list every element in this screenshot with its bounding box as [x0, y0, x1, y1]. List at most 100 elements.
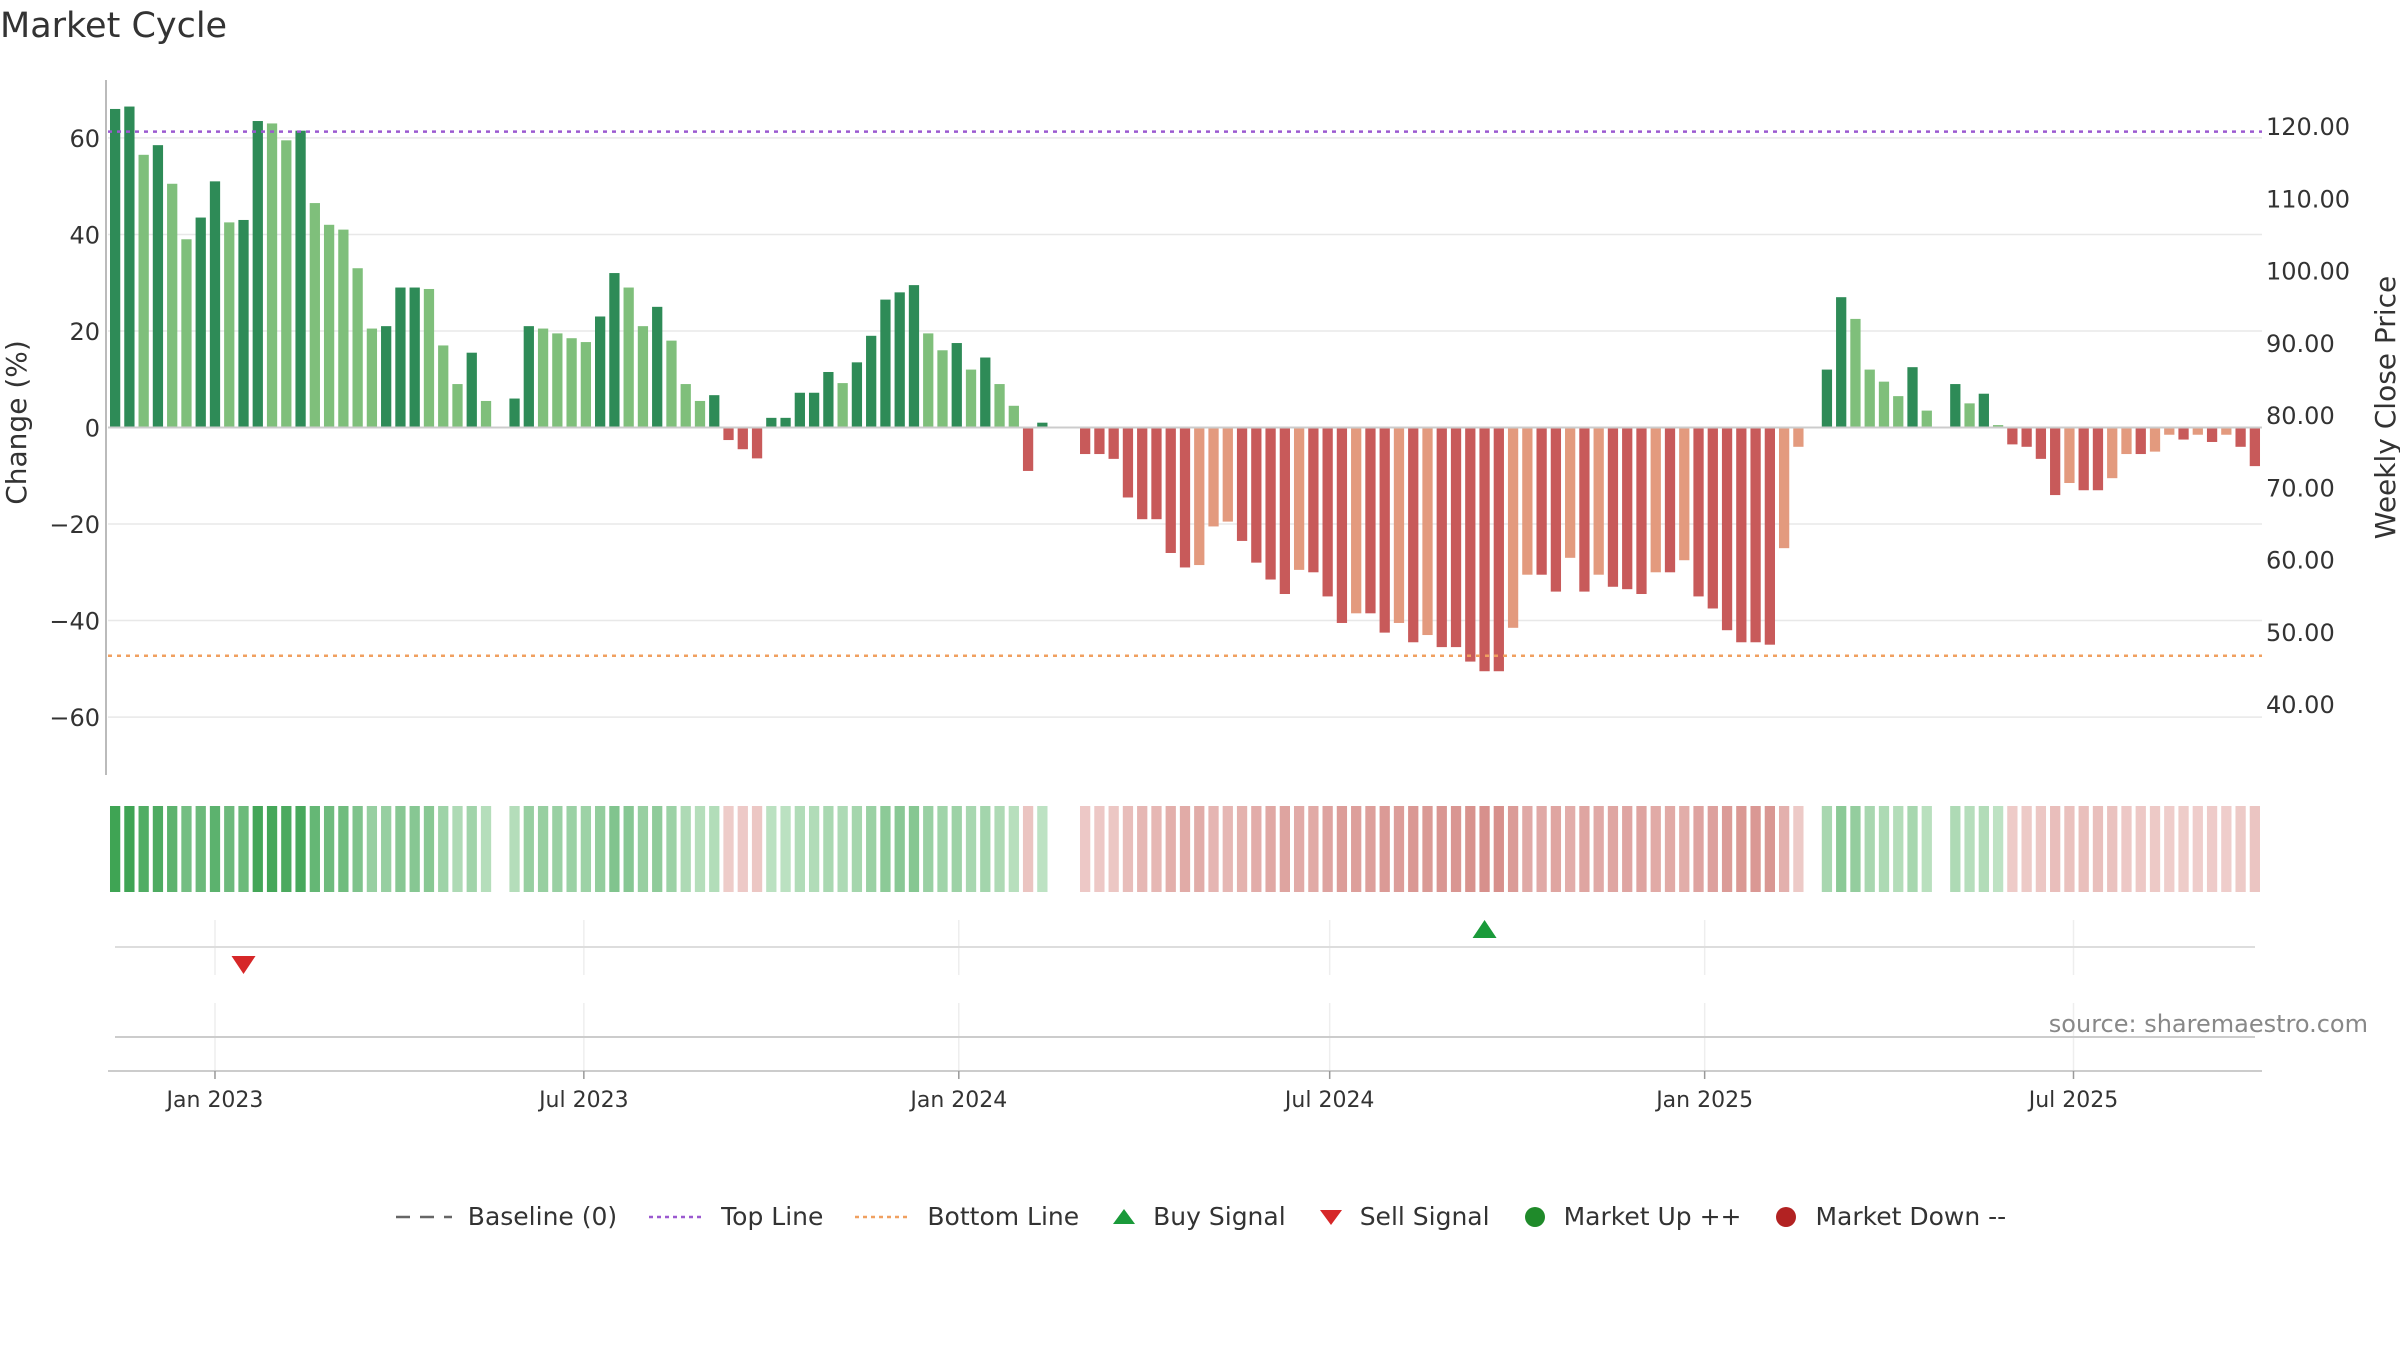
- y-tick-label: 60: [69, 125, 100, 153]
- cycle-strip-cell: [623, 806, 634, 892]
- bar: [1522, 427, 1533, 575]
- cycle-strip-cell: [1408, 806, 1419, 892]
- legend-item: Top Line: [647, 1202, 823, 1231]
- bar: [1436, 427, 1447, 648]
- y2-tick-label: 80.00: [2266, 402, 2335, 430]
- page-title: Market Cycle: [0, 6, 228, 46]
- cycle-strip-cell: [1636, 806, 1647, 892]
- cycle-strip-cell: [2206, 806, 2218, 892]
- bar: [2035, 427, 2047, 459]
- cycle-strip-cell: [2221, 806, 2232, 892]
- legend: Baseline (0) Top Line Bottom Line Buy Signa…: [0, 1202, 2400, 1231]
- bar: [908, 285, 920, 428]
- cycle-strip-cell: [1992, 806, 2004, 892]
- cycle-strip-cell: [1436, 806, 1447, 892]
- cycle-strip-cell: [1693, 806, 1704, 892]
- bar: [780, 417, 791, 428]
- cycle-strip-cell: [1764, 806, 1775, 892]
- cycle-strip-cell: [1080, 806, 1091, 892]
- cycle-strip-cell: [723, 806, 734, 892]
- bar: [1037, 422, 1048, 428]
- y2-tick-label: 100.00: [2266, 258, 2350, 286]
- bar: [1893, 396, 1904, 428]
- cycle-strip-cell: [980, 806, 991, 892]
- bar: [1393, 427, 1405, 623]
- bar: [923, 333, 934, 428]
- cycle-strip-cell: [2035, 806, 2047, 892]
- y2-tick-label: 110.00: [2266, 185, 2350, 213]
- cycle-strip-cell: [1365, 806, 1376, 892]
- legend-label: Sell Signal: [1359, 1202, 1490, 1231]
- bar: [1322, 427, 1333, 597]
- bar: [723, 427, 734, 441]
- legend-item: Buy Signal: [1109, 1202, 1286, 1231]
- bar: [1351, 427, 1362, 614]
- cycle-strip: [109, 806, 2261, 892]
- cycle-strip-cell: [1664, 806, 1676, 892]
- bar: [1493, 427, 1504, 672]
- y-tick-label: −40: [49, 608, 100, 636]
- bar: [652, 306, 663, 428]
- bar: [1408, 427, 1419, 643]
- cycle-strip-cell: [580, 806, 592, 892]
- cycle-strip-cell: [1536, 806, 1547, 892]
- cycle-strip-cell: [965, 806, 977, 892]
- bar: [1222, 427, 1233, 522]
- cycle-strip-cell: [808, 806, 820, 892]
- bar: [1679, 427, 1690, 561]
- bar: [2178, 427, 2189, 440]
- cycle-strip-cell: [780, 806, 791, 892]
- bar: [1122, 427, 1134, 498]
- cycle-strip-cell: [295, 806, 306, 892]
- bar: [1864, 369, 1875, 428]
- bar: [2221, 427, 2232, 435]
- bar: [381, 326, 392, 428]
- bar: [252, 121, 263, 428]
- bar: [1550, 427, 1562, 592]
- bar: [1693, 427, 1704, 597]
- bar: [1707, 427, 1718, 609]
- cycle-strip-cell: [1336, 806, 1348, 892]
- bar: [266, 123, 278, 428]
- legend-item: Sell Signal: [1316, 1202, 1490, 1231]
- y2-tick-label: 90.00: [2266, 330, 2335, 358]
- cycle-strip-cell: [1878, 806, 1890, 892]
- cycle-strip-cell: [1793, 806, 1804, 892]
- cycle-strip-cell: [338, 806, 349, 892]
- cycle-strip-cell: [1921, 806, 1932, 892]
- bar: [2064, 427, 2075, 484]
- cycle-strip-cell: [2021, 806, 2032, 892]
- bar: [1165, 427, 1176, 553]
- cycle-strip-cell: [323, 806, 335, 892]
- legend-swatch-circle: [1776, 1206, 1797, 1227]
- y2-tick-label: 60.00: [2266, 547, 2335, 575]
- legend-swatch-dot: [649, 1215, 706, 1218]
- cycle-strip-cell: [209, 806, 221, 892]
- bar: [552, 333, 563, 428]
- bar: [452, 384, 463, 428]
- bar: [1622, 427, 1633, 590]
- bar: [238, 219, 249, 428]
- cycle-strip-cell: [1721, 806, 1733, 892]
- bar: [352, 268, 363, 428]
- cycle-strip-cell: [709, 806, 720, 892]
- bar: [281, 140, 292, 428]
- cycle-strip-cell: [1151, 806, 1162, 892]
- bar: [1978, 393, 1989, 428]
- cycle-strip-cell: [837, 806, 848, 892]
- bar: [1992, 425, 2004, 428]
- cycle-strip-cell: [609, 806, 620, 892]
- bar: [1536, 427, 1547, 575]
- bar: [1236, 427, 1248, 541]
- cycle-strip-cell: [1137, 806, 1148, 892]
- cycle-strip-cell: [1864, 806, 1875, 892]
- y-tick-label: −20: [49, 511, 100, 539]
- cycle-strip-cell: [2235, 806, 2246, 892]
- bar: [595, 316, 606, 428]
- bar: [295, 130, 306, 428]
- bar: [2164, 427, 2175, 435]
- cycle-strip-cell: [124, 806, 135, 892]
- cycle-strip-cell: [509, 806, 520, 892]
- bar: [309, 203, 320, 428]
- bar: [666, 340, 677, 428]
